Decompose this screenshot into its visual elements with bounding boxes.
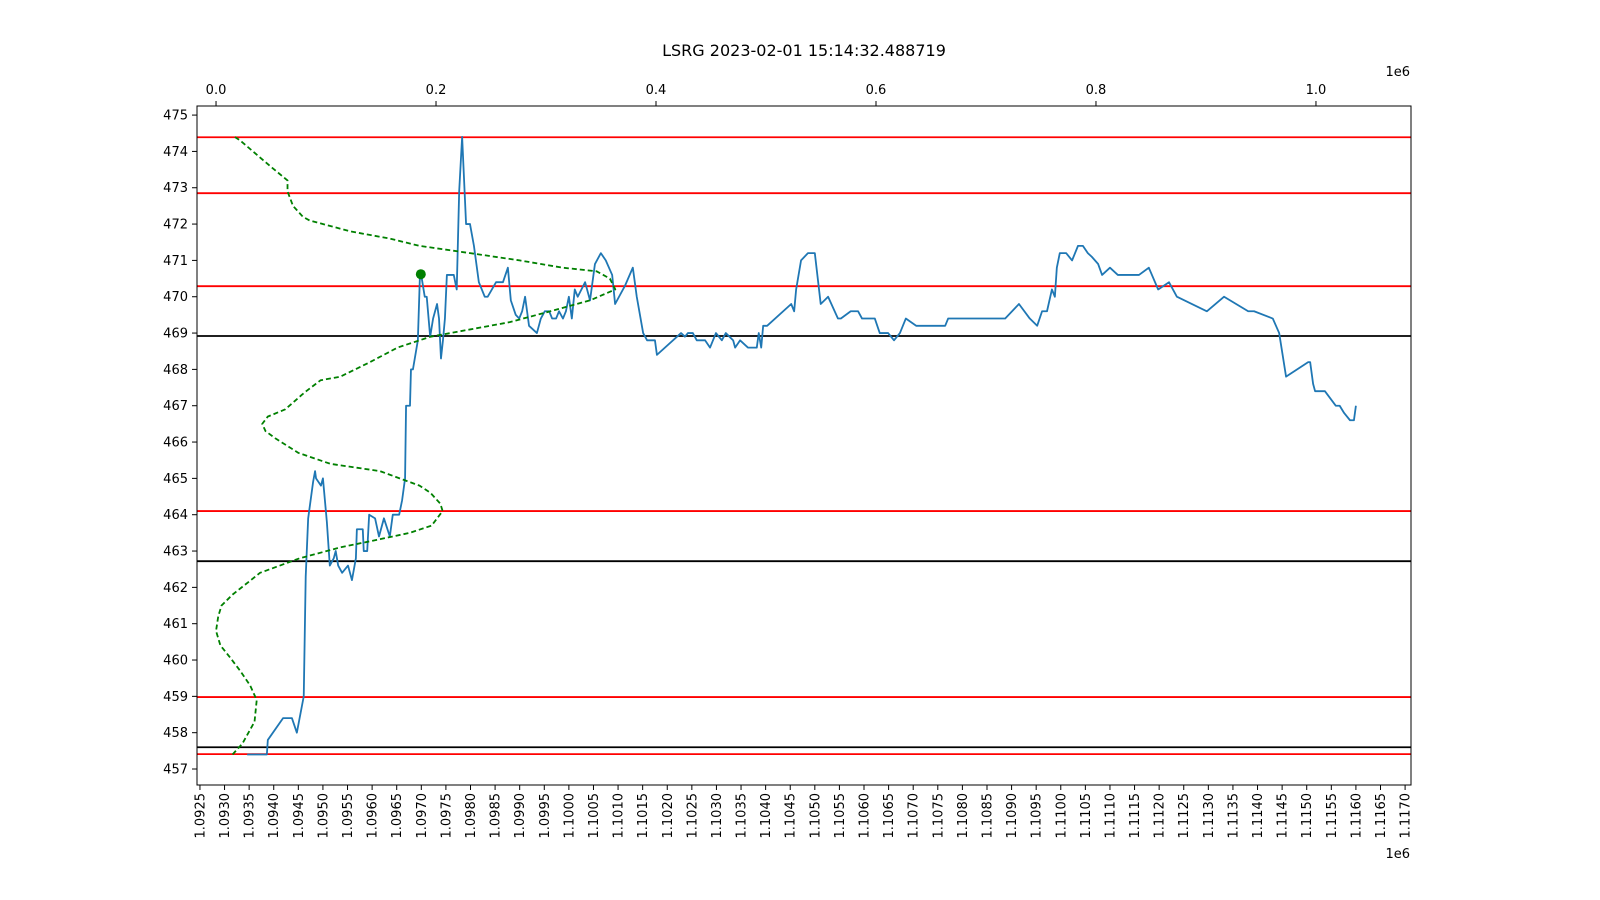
- x2-tick-label: 0.4: [646, 83, 667, 98]
- x-tick-label: 1.0935: [243, 793, 258, 839]
- x-tick-label: 1.1125: [1177, 793, 1192, 839]
- x-tick-label: 1.1075: [931, 793, 946, 839]
- y-tick-label: 473: [163, 181, 188, 196]
- x-tick-label: 1.1020: [661, 793, 676, 839]
- plot-frame: [196, 105, 1412, 786]
- x-tick-label: 1.1080: [956, 793, 971, 839]
- y-tick-label: 468: [163, 363, 188, 378]
- x-tick-label: 1.0925: [193, 793, 208, 839]
- x-tick-label: 1.1160: [1349, 793, 1364, 839]
- x-tick-label: 1.1155: [1325, 793, 1340, 839]
- x-tick-label: 1.0950: [316, 793, 331, 839]
- y-tick-label: 472: [163, 218, 188, 233]
- x-tick-label: 1.1150: [1300, 793, 1315, 839]
- x-tick-label: 1.1030: [710, 793, 725, 839]
- x-tick-label: 1.1035: [735, 793, 750, 839]
- x-tick-label: 1.1140: [1251, 793, 1266, 839]
- x-tick-label: 1.1000: [562, 793, 577, 839]
- x-tick-label: 1.1105: [1079, 793, 1094, 839]
- x-tick-label: 1.1040: [759, 793, 774, 839]
- x-tick-label: 1.1065: [882, 793, 897, 839]
- x-tick-label: 1.0945: [292, 793, 307, 839]
- x-tick-label: 1.1170: [1399, 793, 1414, 839]
- y-tick-label: 474: [163, 145, 188, 160]
- x2-offset-label: 1e6: [1385, 65, 1410, 80]
- x-tick-label: 1.1070: [907, 793, 922, 839]
- x2-tick-label: 0.0: [206, 83, 227, 98]
- y-tick-label: 459: [163, 690, 188, 705]
- x-tick-label: 1.0975: [439, 793, 454, 839]
- x-tick-label: 1.1060: [858, 793, 873, 839]
- x-tick-label: 1.1095: [1030, 793, 1045, 839]
- x-tick-label: 1.1050: [808, 793, 823, 839]
- y-tick-label: 463: [163, 545, 188, 560]
- x2-tick-label: 0.6: [866, 83, 887, 98]
- y-tick-label: 467: [163, 399, 188, 414]
- y-tick-label: 470: [163, 290, 188, 305]
- x-tick-label: 1.1130: [1202, 793, 1217, 839]
- x-tick-label: 1.0970: [415, 793, 430, 839]
- x-tick-label: 1.0940: [267, 793, 282, 839]
- y-tick-label: 458: [163, 726, 188, 741]
- x-tick-label: 1.1165: [1374, 793, 1389, 839]
- y-tick-label: 462: [163, 581, 188, 596]
- x2-tick-label: 1.0: [1306, 83, 1327, 98]
- x-tick-label: 1.0965: [390, 793, 405, 839]
- y-tick-label: 461: [163, 617, 188, 632]
- x-offset-label: 1e6: [1385, 847, 1410, 862]
- y-tick-label: 464: [163, 508, 188, 523]
- series-line: [215, 136, 617, 756]
- x-tick-label: 1.0930: [218, 793, 233, 839]
- y-tick-label: 465: [163, 472, 188, 487]
- x-tick-label: 1.0990: [513, 793, 528, 839]
- x-tick-label: 1.1055: [833, 793, 848, 839]
- x-tick-label: 1.1090: [1005, 793, 1020, 839]
- y-tick-label: 475: [163, 109, 188, 124]
- x-tick-label: 1.1025: [685, 793, 700, 839]
- x-tick-label: 1.1135: [1226, 793, 1241, 839]
- y-tick-label: 457: [163, 763, 188, 778]
- y-tick-label: 460: [163, 654, 188, 669]
- x-tick-label: 1.0980: [464, 793, 479, 839]
- chart-title: LSRG 2023-02-01 15:14:32.488719: [662, 41, 946, 60]
- x2-tick-label: 0.2: [426, 83, 447, 98]
- x-tick-label: 1.1110: [1103, 793, 1118, 839]
- y-tick-label: 466: [163, 436, 188, 451]
- x-tick-label: 1.0960: [366, 793, 381, 839]
- x-tick-label: 1.1005: [587, 793, 602, 839]
- y-tick-label: 469: [163, 327, 188, 342]
- x-tick-label: 1.1120: [1153, 793, 1168, 839]
- x-tick-label: 1.1100: [1054, 793, 1069, 839]
- x-tick-label: 1.1010: [612, 793, 627, 839]
- x-tick-label: 1.1045: [784, 793, 799, 839]
- plot-area: [197, 135, 1411, 756]
- x-tick-label: 1.0955: [341, 793, 356, 839]
- y-tick-label: 471: [163, 254, 188, 269]
- x-tick-label: 1.0995: [538, 793, 553, 839]
- x-tick-label: 1.0985: [489, 793, 504, 839]
- x-tick-label: 1.1145: [1276, 793, 1291, 839]
- x-tick-label: 1.1115: [1128, 793, 1143, 839]
- x-tick-label: 1.1085: [980, 793, 995, 839]
- point-marker: [415, 269, 426, 280]
- series-line: [247, 135, 1357, 756]
- x-tick-label: 1.1015: [636, 793, 651, 839]
- x2-tick-label: 0.8: [1086, 83, 1107, 98]
